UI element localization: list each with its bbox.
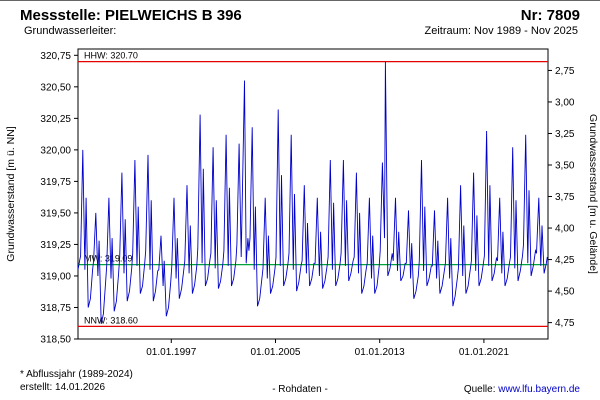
aquifer-label: Grundwasserleiter: [24, 25, 117, 37]
y-tick-label: 3,00 [555, 97, 575, 108]
y-tick-label: 319,50 [40, 208, 71, 219]
plot-frame [77, 48, 549, 340]
y-tick-label: 4,75 [555, 318, 575, 329]
source-link[interactable]: www.lfu.bayern.de [498, 384, 580, 395]
y-axis-right-title: Grundwasserstand [m u. Gelände] [587, 114, 599, 274]
y-axis-right: 2,75 3,00 3,25 3,50 3,75 4,00 4,25 4,50 4,75 [548, 66, 575, 329]
x-tick-label: 01.01.2021 [459, 347, 509, 358]
y-axis-left-title: Grundwasserstand [m ü. NN] [5, 126, 17, 261]
footer: * Abflussjahr (1989-2024) erstellt: 14.0… [0, 367, 600, 400]
y-tick-label: 320,50 [40, 82, 71, 93]
y-tick-label: 4,50 [555, 287, 575, 298]
y-tick-label: 318,75 [40, 303, 71, 314]
x-tick-label: 01.01.2005 [250, 347, 300, 358]
period-label: Zeitraum: Nov 1989 - Nov 2025 [424, 25, 578, 37]
y-axis-left: 320,75 320,50 320,25 320,00 319,75 319,50 319,… [40, 51, 78, 346]
subheader: Grundwasserleiter: Zeitraum: Nov 1989 - … [0, 24, 600, 37]
y-tick-label: 4,25 [555, 255, 575, 266]
footnote-abflussjahr: * Abflussjahr (1989-2024) [20, 369, 133, 380]
y-tick-label: 3,25 [555, 129, 575, 140]
y-tick-label: 4,00 [555, 224, 575, 235]
y-tick-label: 320,00 [40, 145, 71, 156]
y-tick-label: 319,25 [40, 240, 71, 251]
footer-source: Quelle: www.lfu.bayern.de [464, 384, 580, 395]
reference-lines: HHW: 320.70 MW: 319.09 NNW: 318.60 [78, 51, 548, 327]
header: Messstelle: PIELWEICHS B 396 Nr: 7809 [0, 1, 600, 24]
series-group [77, 61, 548, 324]
y-tick-label: 319,75 [40, 177, 71, 188]
y-tick-label: 320,25 [40, 114, 71, 125]
y-tick-label: 320,75 [40, 51, 71, 62]
y-tick-label: 3,75 [555, 192, 575, 203]
series-line [77, 61, 548, 324]
axis-titles: Grundwasserstand [m ü. NN] Grundwassersta… [5, 114, 599, 274]
plot-area [77, 48, 549, 340]
x-axis: 01.01.1997 01.01.2005 01.01.2013 01.01.2021 [146, 339, 509, 358]
created-date: erstellt: 14.01.2026 [20, 382, 106, 393]
y-tick-label: 2,75 [555, 66, 575, 77]
x-tick-label: 01.01.2013 [355, 347, 405, 358]
mw-label: MW: 319.09 [84, 254, 132, 264]
y-tick-label: 3,50 [555, 161, 575, 172]
groundwater-chart: 320,75 320,50 320,25 320,00 319,75 319,50 319,… [5, 48, 599, 358]
y-tick-label: 319,00 [40, 271, 71, 282]
footer-left: * Abflussjahr (1989-2024) erstellt: 14.0… [20, 368, 133, 394]
hhw-label: HHW: 320.70 [84, 51, 138, 61]
nnw-label: NNW: 318.60 [84, 315, 138, 325]
x-tick-label: 01.01.1997 [146, 347, 196, 358]
source-label: Quelle: [463, 384, 496, 395]
station-title: Messstelle: PIELWEICHS B 396 [20, 7, 242, 24]
rohdaten-label: - Rohdaten - [272, 384, 328, 395]
station-number: Nr: 7809 [520, 7, 580, 24]
y-tick-label: 318,50 [40, 335, 71, 346]
